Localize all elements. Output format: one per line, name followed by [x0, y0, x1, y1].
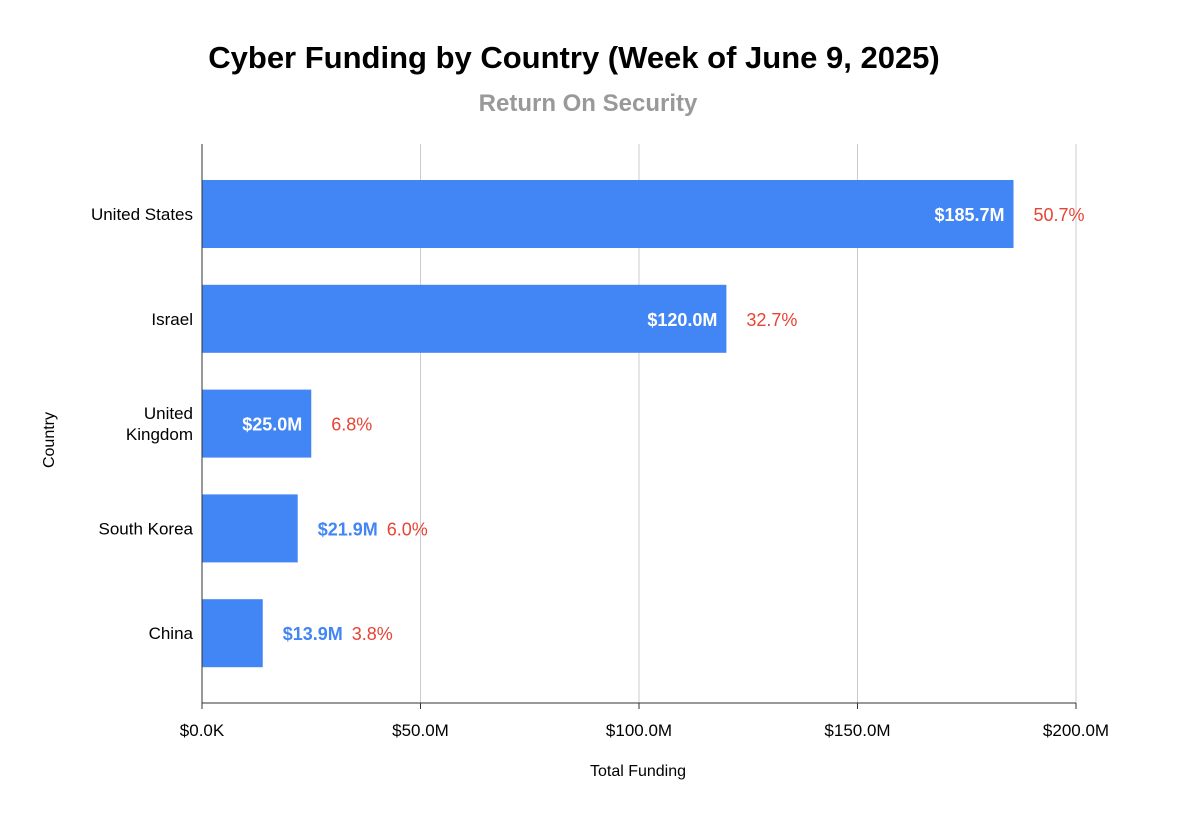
share-label: 6.0%	[387, 519, 428, 539]
category-label-line: South Korea	[98, 519, 193, 538]
category-label-line: United States	[91, 205, 193, 224]
value-label: $21.9M	[318, 519, 378, 539]
axes: $0.0K $50.0M $100.0M $150.0M $200.0M	[180, 144, 1109, 740]
bar	[202, 389, 312, 458]
category-label-line: Kingdom	[126, 425, 193, 444]
x-tick-label: $50.0M	[392, 721, 449, 740]
chart-title: Cyber Funding by Country (Week of June 9…	[208, 40, 940, 75]
data-labels: United States $185.7M 50.7% Israel $120.0M 32…	[91, 205, 1085, 644]
bar	[202, 599, 263, 668]
share-label: 6.8%	[331, 415, 372, 435]
category-label: United Kingdom	[126, 404, 193, 444]
category-label: South Korea	[98, 519, 193, 538]
chart-subtitle: Return On Security	[479, 90, 698, 117]
category-label-line: China	[149, 624, 194, 643]
value-label: $185.7M	[934, 205, 1004, 225]
category-label-line: United	[144, 404, 193, 423]
share-label: 32.7%	[746, 310, 797, 330]
category-label: China	[149, 624, 194, 643]
bar	[202, 494, 298, 563]
value-label: $13.9M	[283, 624, 343, 644]
bar	[202, 180, 1014, 248]
y-axis-title: Country	[41, 412, 58, 468]
x-tick-label: $0.0K	[180, 721, 225, 740]
category-label-line: Israel	[151, 310, 193, 329]
share-label: 3.8%	[352, 624, 393, 644]
x-tick-label: $100.0M	[606, 721, 672, 740]
x-axis-title: Total Funding	[590, 763, 686, 780]
value-label: $25.0M	[242, 415, 302, 435]
x-tick-label: $150.0M	[824, 721, 890, 740]
share-label: 50.7%	[1034, 205, 1085, 225]
bars	[202, 180, 1014, 668]
value-label: $120.0M	[647, 310, 717, 330]
bar	[202, 284, 727, 353]
category-label: United States	[91, 205, 193, 224]
category-label: Israel	[151, 310, 193, 329]
x-tick-label: $200.0M	[1043, 721, 1109, 740]
